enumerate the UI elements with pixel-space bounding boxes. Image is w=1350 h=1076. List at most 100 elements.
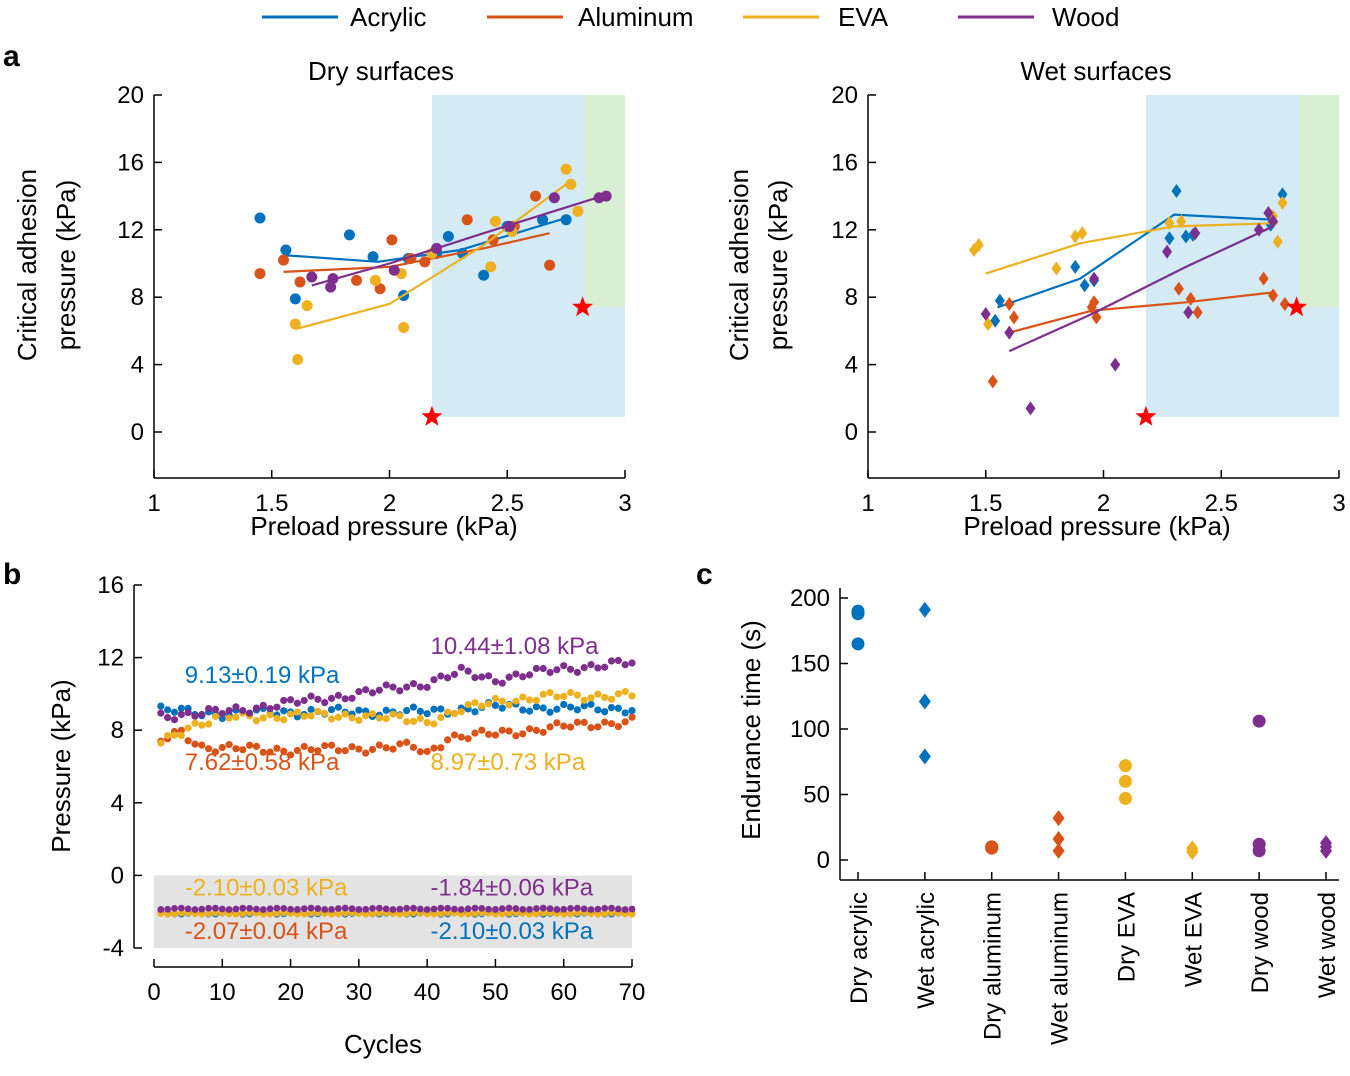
cycle-point-high-wood [205, 704, 213, 713]
data-point-wood [1162, 244, 1173, 259]
cycle-point-low-wood [560, 905, 568, 913]
endurance-point-wet-acrylic [918, 748, 931, 765]
cycle-point-high-eva [157, 739, 165, 747]
cycle-point-high-aluminum [607, 720, 616, 728]
data-point-eva [289, 318, 301, 330]
cycle-point-high-aluminum [205, 745, 213, 753]
x-tick-label: 2 [383, 490, 396, 517]
cycle-point-high-wood [512, 670, 520, 678]
legend-label-eva: EVA [838, 2, 889, 32]
cycle-point-low-wood [389, 906, 397, 913]
cycle-point-low-wood [423, 906, 431, 913]
data-point-wood [1025, 401, 1036, 416]
legend-label-aluminum: Aluminum [578, 2, 694, 32]
cycle-point-high-wood [334, 691, 342, 699]
cycle-point-high-aluminum [478, 726, 486, 734]
cycle-point-low-wood [396, 905, 404, 913]
cycle-point-high-eva [525, 696, 534, 704]
cycle-point-high-wood [594, 664, 602, 672]
cycle-point-low-wood [403, 904, 411, 912]
cycle-point-low-eva [498, 910, 506, 918]
data-point-wood [325, 281, 337, 293]
cycle-point-low-wood [594, 905, 602, 913]
cycle-point-low-eva [369, 910, 376, 918]
cycle-point-high-wood [580, 664, 588, 672]
wet-ylabel-line1: Critical adhesion [724, 169, 754, 361]
cycle-point-high-aluminum [232, 745, 240, 753]
data-point-wood [306, 271, 318, 283]
cycle-point-high-eva [341, 710, 349, 718]
category-label-wet-acrylic: Wet acrylic [913, 892, 940, 1009]
panel-label-a: a [3, 40, 20, 73]
cycle-point-low-wood [328, 905, 335, 913]
cycle-point-high-wood [457, 663, 465, 671]
data-point-acrylic [442, 231, 454, 243]
cycle-point-high-eva [505, 701, 513, 709]
cycle-point-high-aluminum [266, 748, 274, 756]
data-point-eva [1077, 226, 1088, 241]
category-label-dry-acrylic: Dry acrylic [846, 892, 873, 1004]
cycle-point-high-wood [321, 699, 329, 707]
x-tick-label: 60 [550, 979, 577, 1006]
cycle-point-high-eva [614, 690, 622, 698]
cycle-point-low-eva [567, 910, 574, 918]
cycle-point-high-acrylic [498, 704, 506, 712]
cycle-point-high-wood [362, 686, 370, 694]
cycle-point-high-eva [444, 708, 452, 716]
cycle-point-high-acrylic [423, 710, 431, 718]
cycle-point-high-eva [587, 694, 595, 702]
x-tick-label: 2.5 [1205, 490, 1238, 517]
cycle-point-high-aluminum [218, 743, 226, 752]
cycle-point-high-wood [164, 714, 172, 722]
x-tick-label: 70 [619, 979, 646, 1006]
x-tick-label: 40 [414, 979, 441, 1006]
cycle-point-high-eva [409, 717, 418, 725]
cycle-point-low-wood [369, 904, 376, 912]
cycle-point-high-eva [382, 715, 390, 723]
cycle-point-low-eva [294, 910, 301, 918]
cycle-point-high-aluminum [587, 724, 595, 732]
category-label-wet-aluminum: Wet aluminum [1047, 892, 1074, 1045]
y-tick-label: -4 [103, 935, 124, 962]
cycle-point-high-eva [170, 731, 179, 739]
cycle-point-high-wood [157, 709, 165, 717]
stat-annotation-wood: -1.84±0.06 kPa [431, 874, 594, 901]
cycle-point-high-eva [594, 690, 602, 698]
cycle-point-low-wood [410, 904, 417, 912]
legend-label-acrylic: Acrylic [350, 2, 427, 32]
fit-line-eva [985, 222, 1278, 275]
x-tick-label: 30 [346, 979, 373, 1006]
cycle-point-high-aluminum [389, 745, 397, 753]
cycle-point-low-wood [171, 904, 178, 912]
cycle-point-high-aluminum [184, 737, 192, 745]
cycle-point-low-wood [280, 905, 288, 912]
cycle-point-high-wood [396, 687, 404, 695]
legend: Acrylic Aluminum EVA Wood [262, 2, 1119, 32]
data-point-eva [369, 274, 381, 286]
x-tick-label: 1 [861, 490, 874, 517]
cycle-point-low-wood [266, 905, 274, 913]
cycle-point-high-eva [280, 716, 288, 724]
cycle-point-high-acrylic [621, 709, 629, 717]
data-point-aluminum [419, 256, 431, 268]
cycle-point-high-wood [607, 657, 616, 665]
cycle-point-high-eva [225, 714, 233, 722]
cycle-point-low-eva [573, 909, 581, 917]
cycle-point-high-eva [355, 716, 363, 724]
data-point-acrylic [1277, 187, 1288, 202]
cycle-point-low-eva [171, 910, 178, 918]
cycle-point-high-eva [621, 687, 629, 696]
cycle-point-low-eva [177, 909, 185, 917]
wet-xlabel: Preload pressure (kPa) [963, 511, 1230, 541]
cycle-point-high-wood [348, 694, 356, 702]
endurance-point-wet-eva [1186, 844, 1199, 861]
cycle-point-low-wood [212, 904, 219, 912]
x-tick-label: 2.5 [491, 490, 524, 517]
endurance-point-dry-aluminum [985, 841, 999, 855]
cycle-point-high-eva [403, 718, 411, 726]
cycle-point-low-eva [198, 910, 206, 918]
y-tick-label: 12 [97, 645, 124, 672]
cycle-point-high-eva [485, 700, 493, 708]
cycle-point-high-wood [498, 679, 506, 687]
